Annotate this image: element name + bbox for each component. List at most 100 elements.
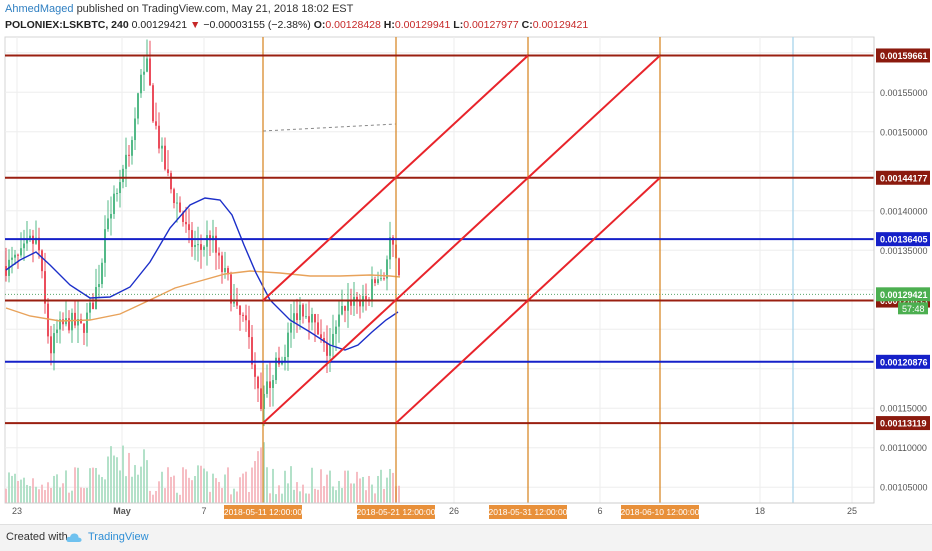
candle-body	[203, 246, 205, 250]
candle-body	[317, 322, 319, 335]
candle-body	[116, 193, 118, 195]
time-tick-label: 26	[449, 506, 459, 516]
volume-bar	[149, 490, 151, 503]
candle-body	[56, 329, 58, 334]
volume-bar	[311, 467, 313, 503]
created-with-text: Created with	[6, 531, 68, 543]
candle-body	[341, 306, 343, 315]
volume-bar	[41, 484, 43, 503]
candle-body	[74, 312, 76, 326]
candle-body	[188, 224, 190, 231]
countdown-tag	[898, 302, 928, 315]
volume-bar	[47, 482, 49, 503]
volume-bar	[53, 475, 55, 503]
volume-bar	[83, 488, 85, 503]
candle-body	[38, 237, 40, 251]
candle-body	[80, 319, 82, 324]
candle-body	[86, 312, 88, 333]
candle-body	[290, 323, 292, 333]
volume-bar	[101, 477, 103, 503]
high-value: 0.00129941	[394, 19, 451, 31]
volume-bar	[281, 493, 283, 503]
volume-bar	[344, 470, 346, 503]
time-tick-label: 7	[201, 506, 206, 516]
vertical-lines	[262, 37, 794, 503]
candle-body	[53, 333, 55, 354]
candle-body	[239, 305, 241, 315]
channel-line-middle	[262, 54, 661, 424]
channel-line-lower	[395, 177, 661, 424]
volume-bar	[170, 476, 172, 503]
volume-bar	[242, 473, 244, 503]
candle-body	[224, 268, 226, 273]
volume-bar	[125, 476, 127, 503]
candle-body	[209, 235, 211, 241]
level-price-tag	[876, 232, 930, 247]
date-tag	[489, 505, 567, 519]
candle-body	[392, 237, 394, 245]
candle-body	[11, 257, 13, 260]
price-tick-label: 0.00155000	[880, 88, 928, 98]
price-tick-label: 0.00140000	[880, 206, 928, 216]
volume-bar	[14, 473, 16, 503]
volume-bar	[194, 476, 196, 503]
volume-bar	[11, 475, 13, 503]
volume-bar	[32, 478, 34, 503]
candle-body	[158, 125, 160, 149]
volume-bar	[272, 468, 274, 503]
candle-body	[41, 250, 43, 272]
candle-body	[221, 255, 223, 273]
volume-bar	[365, 490, 367, 503]
volume-bar	[293, 489, 295, 503]
volume-bar	[92, 467, 94, 503]
tradingview-brand[interactable]: TradingView	[88, 531, 149, 543]
volume-bar	[116, 457, 118, 503]
plot-area	[4, 36, 875, 504]
volume-bar	[5, 488, 7, 503]
candle-body	[350, 299, 352, 306]
volume-bar	[302, 484, 304, 503]
volume-bar	[368, 475, 370, 503]
volume-bar	[86, 487, 88, 503]
volume-bar	[113, 455, 115, 503]
candle-body	[380, 278, 382, 280]
candle-body	[83, 323, 85, 333]
candle-body	[356, 296, 358, 301]
volume-bar	[209, 491, 211, 503]
volume-bar	[119, 470, 121, 503]
price-tick-label: 0.00150000	[880, 127, 928, 137]
countdown-label: 57:48	[902, 304, 925, 314]
volume-bar	[251, 467, 253, 503]
time-tick-label: 6	[597, 506, 602, 516]
volume-bar	[140, 466, 142, 503]
volume-bar	[389, 468, 391, 503]
volume-bar	[356, 471, 358, 503]
tradingview-cloud-icon	[66, 533, 82, 542]
volume-bar	[332, 486, 334, 503]
candle-body	[128, 154, 130, 156]
candle-body	[23, 243, 25, 249]
candle-body	[248, 320, 250, 338]
volume-bar	[266, 467, 268, 503]
volume-bar	[320, 469, 322, 503]
moving-average-blue	[5, 197, 399, 351]
close-value: 0.00129421	[532, 19, 589, 31]
volume-bar	[383, 488, 385, 503]
volume-bar	[188, 477, 190, 503]
candle-body	[263, 393, 265, 410]
chart-header: AhmedMaged published on TradingView.com,…	[0, 0, 932, 34]
author-link[interactable]: AhmedMaged	[5, 3, 74, 15]
current-price-tag	[876, 287, 930, 302]
volume-bar	[164, 488, 166, 503]
time-tick-label: May	[113, 506, 131, 516]
volume-bar	[353, 483, 355, 503]
candle-body	[62, 319, 64, 325]
candle-body	[302, 304, 304, 317]
volume-bar	[326, 474, 328, 503]
candle-body	[47, 303, 49, 337]
volume-bar	[290, 466, 292, 503]
candle-body	[287, 332, 289, 358]
candle-body	[92, 302, 94, 310]
candle-body	[257, 376, 259, 389]
